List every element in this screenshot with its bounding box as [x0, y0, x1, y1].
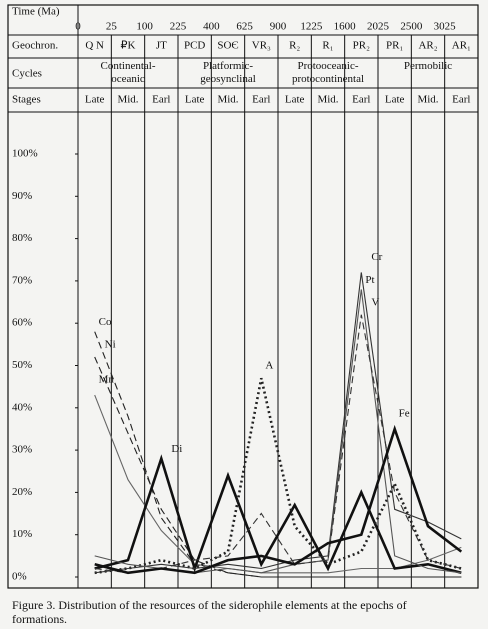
time-tick-label: 25	[106, 21, 118, 33]
y-tick-label: 30%	[12, 444, 32, 456]
time-tick-label: 1225	[300, 21, 323, 33]
time-tick-label: 100	[136, 21, 153, 33]
chart: Time (Ma) Geochron. Cycles Stages 0 25 100…	[7, 4, 479, 589]
time-tick-label: 2500	[400, 21, 423, 33]
stage-label: Earl	[352, 94, 370, 106]
y-tick-label: 50%	[12, 359, 32, 371]
x-tick-label: AR₁	[452, 40, 471, 52]
time-tick-label: 400	[203, 21, 220, 33]
frame	[7, 4, 479, 589]
series-label: Di	[171, 443, 182, 455]
stage-label: Late	[85, 94, 105, 106]
x-tick-label: R₂	[289, 40, 300, 52]
series-label: Fe	[399, 407, 410, 419]
y-tick-label: 0%	[12, 571, 27, 583]
series-line	[94, 289, 462, 574]
x-tick-label: ₽K	[121, 40, 136, 52]
time-tick-label: 1600	[334, 21, 357, 33]
stage-label: Earl	[252, 94, 270, 106]
series-label: Ni	[105, 339, 116, 351]
x-axis-label: Time (Ma)	[12, 6, 60, 18]
series-label: Pt	[365, 274, 374, 286]
x-tick-label: Q N	[85, 40, 104, 52]
stage-label: Late	[385, 94, 405, 106]
x-tick-label: PR₁	[386, 40, 403, 52]
row-label: Stages	[12, 94, 41, 106]
stage-label: Mid.	[417, 94, 438, 106]
cycle-label: Protooceanic-protocontinental	[292, 60, 364, 85]
time-tick-label: 0	[75, 21, 81, 33]
stage-label: Mid.	[317, 94, 338, 106]
series-label: Mn	[99, 374, 115, 386]
y-tick-label: 60%	[12, 317, 32, 329]
stage-label: Late	[285, 94, 305, 106]
y-tick-label: 40%	[12, 401, 32, 413]
series-line	[94, 272, 462, 574]
series-label: V	[371, 296, 379, 308]
series-label: Co	[99, 316, 112, 328]
stage-label: Mid.	[117, 94, 138, 106]
x-tick-label: JT	[156, 40, 167, 52]
stage-label: Mid.	[217, 94, 238, 106]
stage-label: Earl	[452, 94, 470, 106]
x-tick-label: AR₂	[418, 40, 437, 52]
cycle-label: Platformic-geosynclinal	[200, 60, 256, 85]
time-tick-label: 3025	[434, 21, 457, 33]
row-label: Geochron.	[12, 40, 58, 52]
y-tick-label: 80%	[12, 232, 32, 244]
x-tick-label: R₁	[322, 40, 333, 52]
time-tick-label: 225	[170, 21, 187, 33]
x-tick-label: PR₂	[353, 40, 370, 52]
stage-label: Late	[185, 94, 205, 106]
cycle-label: Continental-oceanic	[101, 60, 156, 85]
series-line	[94, 356, 462, 578]
y-tick-label: 10%	[12, 528, 32, 540]
y-tick-label: 70%	[12, 274, 32, 286]
series-label: Cr	[371, 251, 382, 263]
y-tick-label: 20%	[12, 486, 32, 498]
y-tick-label: 90%	[12, 190, 32, 202]
x-tick-label: PCD	[184, 40, 205, 52]
series-line	[94, 331, 462, 578]
series-line	[94, 424, 463, 575]
cycle-label: Permobilic	[404, 60, 452, 72]
stage-label: Earl	[152, 94, 170, 106]
row-label: Cycles	[12, 68, 42, 80]
time-tick-label: 900	[270, 21, 287, 33]
caption: Figure 3. Distribution of the resources …	[12, 598, 407, 626]
x-tick-label: SOЄ	[217, 40, 238, 52]
series-line	[94, 454, 462, 575]
time-tick-label: 2025	[367, 21, 390, 33]
x-tick-label: VR₃	[252, 40, 271, 52]
time-tick-label: 625	[236, 21, 253, 33]
y-tick-label: 100%	[12, 148, 38, 160]
series-label: A	[265, 360, 273, 372]
